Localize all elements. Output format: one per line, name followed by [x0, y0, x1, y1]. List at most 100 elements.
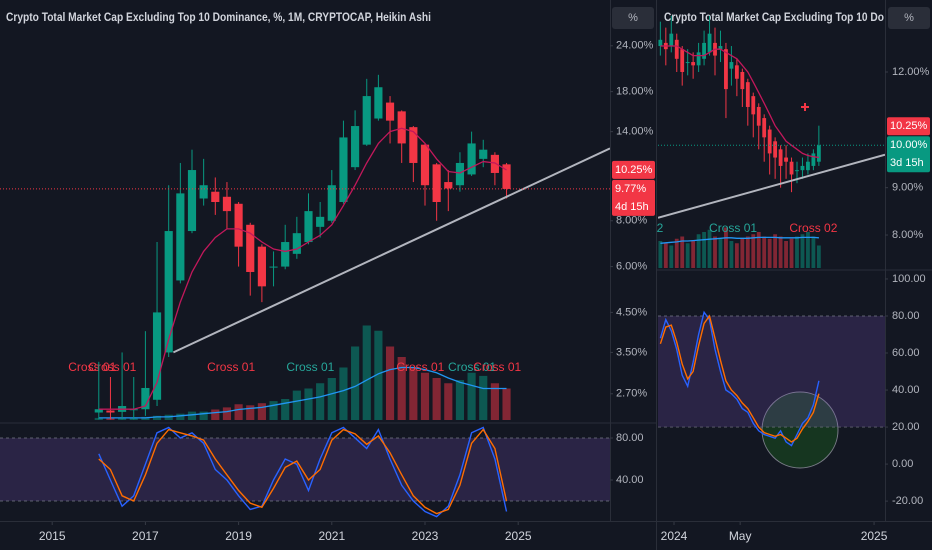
price-label: 10.25%: [615, 164, 653, 176]
unit-box[interactable]: [612, 7, 654, 29]
candle-body: [106, 410, 115, 413]
y-tick-label: 4.50%: [616, 306, 647, 318]
candle-body: [806, 161, 810, 171]
volume-bar: [811, 236, 816, 268]
candle-body: [164, 231, 173, 353]
oscillator-line: [659, 314, 820, 443]
volume-bar: [718, 238, 723, 268]
y-tick-label: -20.00: [892, 495, 923, 507]
oscillator-line: [98, 426, 508, 518]
price-label-sub: 3d 15h: [890, 157, 924, 169]
volume-bar: [152, 415, 162, 420]
volume-bar: [778, 236, 783, 268]
volume-bar: [729, 241, 734, 268]
candle-body: [745, 82, 750, 107]
candle-body: [674, 39, 679, 59]
volume-ma: [660, 236, 819, 244]
volume-bar: [385, 346, 395, 420]
volume-bar: [246, 405, 255, 420]
oscillator-line: [98, 428, 508, 515]
y-tick-label: 0.00: [892, 458, 913, 470]
volume-bar: [795, 236, 799, 268]
price-label: 10.00%: [890, 139, 928, 151]
candle-body: [789, 161, 794, 175]
volume-bar: [304, 388, 313, 420]
y-tick-label: 80.00: [616, 432, 644, 444]
y-tick-label: 2.70%: [616, 388, 647, 400]
volume-bar: [316, 383, 325, 420]
volume-bar: [222, 407, 232, 420]
price-label-box: [612, 179, 655, 216]
x-tick-label: 2021: [318, 529, 345, 543]
volume-bar: [420, 372, 430, 420]
volume-bar: [490, 383, 499, 420]
candle-body: [707, 33, 712, 53]
plus-marker: [801, 103, 809, 111]
candle-body: [811, 153, 816, 166]
candle-body: [432, 164, 441, 203]
cross-label: Cross 01: [396, 360, 444, 374]
volume-bar: [762, 236, 767, 268]
candle-body: [362, 96, 371, 145]
candle-body: [724, 49, 728, 90]
cross-label: Cross 01: [207, 360, 255, 374]
volume-bar: [702, 232, 706, 268]
volume-bar: [658, 241, 663, 268]
candle-body: [669, 33, 674, 47]
candle-body: [685, 62, 690, 64]
y-tick-label: 40.00: [892, 384, 920, 396]
candle-body: [339, 137, 348, 203]
volume-bar: [751, 234, 756, 268]
y-tick-label: 18.00%: [616, 86, 654, 98]
candle-body: [816, 145, 821, 162]
candle-body: [762, 118, 767, 138]
candle-body: [187, 170, 197, 232]
y-tick-label: 3.50%: [616, 346, 647, 358]
price-label-box: [887, 136, 930, 173]
cross-label: Cross 02: [789, 221, 837, 235]
candle-body: [94, 409, 103, 413]
volume-bar: [806, 232, 810, 268]
oscillator-band: [0, 438, 610, 501]
volume-bar: [455, 380, 465, 420]
volume-bar: [467, 372, 476, 420]
volume-bar: [745, 236, 750, 268]
volume-bar: [397, 357, 406, 420]
x-tick-label: 2024: [661, 529, 688, 543]
volume-bar: [339, 367, 348, 420]
volume-bar: [199, 411, 208, 420]
candle-body: [455, 162, 465, 186]
volume-bar: [773, 234, 778, 268]
trendline: [658, 153, 885, 219]
y-tick-label: 12.00%: [892, 66, 930, 78]
volume-bar: [234, 404, 243, 420]
cross-label: Cross 01: [473, 360, 521, 374]
candle-body: [269, 266, 278, 268]
cross-label: Cross 01: [709, 221, 757, 235]
volume-bar: [674, 238, 679, 268]
candle-body: [257, 246, 266, 287]
volume-bar: [685, 243, 690, 268]
candle-body: [304, 211, 313, 243]
y-tick-label: 100.00: [892, 273, 926, 285]
unit-box[interactable]: [888, 7, 930, 29]
volume-bar: [691, 241, 696, 268]
volume-bar: [187, 411, 197, 420]
volume-bar: [327, 378, 336, 420]
y-tick-label: 24.00%: [616, 40, 654, 52]
volume-bar: [816, 245, 821, 268]
candle-body: [409, 127, 418, 163]
y-tick-label: 8.00%: [616, 215, 647, 227]
candle-body: [691, 62, 696, 66]
x-tick-label: 2023: [412, 529, 439, 543]
volume-bar: [707, 229, 712, 268]
candle-body: [211, 191, 220, 203]
candle-body: [756, 106, 761, 126]
candle-body: [502, 164, 511, 189]
volume-bar: [374, 330, 383, 420]
volume-bar: [176, 413, 185, 420]
candle-body: [444, 182, 453, 189]
candle-body: [152, 312, 162, 400]
candle-body: [292, 233, 301, 254]
